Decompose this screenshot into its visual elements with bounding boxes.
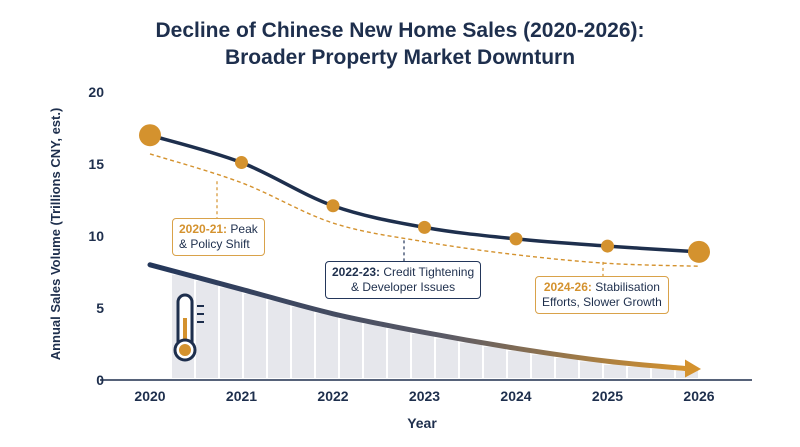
x-tick-label: 2022 <box>317 388 348 404</box>
annotation-connectors <box>216 181 604 276</box>
building-block <box>196 281 218 378</box>
annotation-text: Stabilisation <box>595 280 660 294</box>
annotation-2020-21: 2020-21: Peak & Policy Shift <box>172 218 265 256</box>
trend-arrow-line <box>147 262 688 371</box>
data-point <box>688 240 710 263</box>
annotation-text: & Policy Shift <box>179 237 250 251</box>
y-tick-label: 5 <box>96 300 104 316</box>
building-block <box>292 306 314 378</box>
building-block <box>460 342 482 378</box>
building-block <box>628 366 650 378</box>
annotation-text: & Developer Issues <box>351 280 456 294</box>
building-block <box>604 364 626 378</box>
trend-arrow-head <box>685 359 701 378</box>
building-block <box>580 361 602 378</box>
data-point <box>418 220 431 234</box>
annotation-text: Credit Tightening <box>383 265 475 279</box>
annotation-year: 2020-21: <box>179 222 228 236</box>
y-tick-label: 15 <box>88 156 104 172</box>
data-point <box>235 156 248 170</box>
chart-subtitle: Broader Property Market Downturn <box>224 46 576 69</box>
building-block <box>364 324 386 378</box>
x-tick-label: 2025 <box>592 388 623 404</box>
x-tick-label: 2026 <box>683 388 714 404</box>
y-axis-label: Annual Sales Volume (Trillions CNY, est.… <box>48 108 63 361</box>
annotation-2024-26: 2024-26: Stabilisation Efforts, Slower G… <box>535 276 669 314</box>
building-block <box>220 287 242 378</box>
building-block <box>532 354 554 378</box>
annotation-2022-23: 2022-23: Credit Tightening & Developer I… <box>325 261 482 299</box>
data-point <box>601 239 614 253</box>
y-tick-label: 20 <box>88 84 104 100</box>
y-tick-label: 0 <box>96 372 104 388</box>
data-point <box>326 199 340 213</box>
thermometer-icon <box>173 293 204 362</box>
x-tick-label: 2021 <box>226 388 257 404</box>
chart-title: Decline of Chinese New Home Sales (2020-… <box>155 19 645 42</box>
building-block <box>316 313 338 378</box>
building-block <box>484 346 506 378</box>
forecast-line <box>149 153 700 267</box>
building-block <box>556 357 578 378</box>
x-axis-label: Year <box>407 415 437 431</box>
building-block <box>388 329 410 378</box>
annotation-year: 2024-26: <box>543 280 592 294</box>
building-backdrop <box>172 274 698 378</box>
x-tick-label: 2020 <box>134 388 165 404</box>
data-point <box>509 232 523 246</box>
y-tick-label: 10 <box>88 228 104 244</box>
x-tick-label: 2024 <box>500 388 531 404</box>
annotation-text: Peak <box>230 222 258 236</box>
annotation-year: 2022-23: <box>332 265 381 279</box>
trend-arrow <box>147 262 701 378</box>
building-block <box>508 350 530 378</box>
data-point <box>139 124 161 147</box>
building-block <box>412 333 434 378</box>
building-block <box>436 338 458 378</box>
axes: Year Annual Sales Volume (Trillions CNY,… <box>48 108 752 431</box>
building-block <box>244 293 266 378</box>
building-block <box>652 368 674 378</box>
building-block <box>340 319 362 378</box>
annotation-text: Efforts, Slower Growth <box>542 295 662 309</box>
x-tick-label: 2023 <box>409 388 440 404</box>
series-markers <box>139 124 710 263</box>
building-block <box>268 300 290 378</box>
